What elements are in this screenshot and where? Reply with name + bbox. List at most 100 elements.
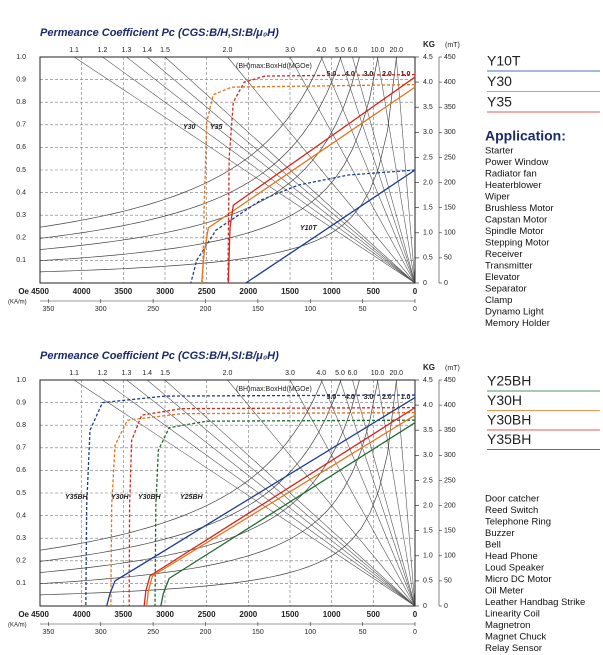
y-tick-label: 0.7 <box>16 445 26 452</box>
application-item: Loud Speaker <box>485 563 544 574</box>
y3-tick-label: 50 <box>444 255 452 262</box>
y-tick-label: 0.8 <box>16 422 26 429</box>
x2-tick-label: 150 <box>252 629 264 636</box>
x-tick-label: 2000 <box>239 287 257 296</box>
y3-tick-label: 250 <box>444 154 456 161</box>
y2-tick-label: 0 <box>423 603 427 610</box>
y2-tick-label: 0 <box>423 280 427 287</box>
permeance-line <box>289 56 416 284</box>
application-item: Micro DC Motor <box>485 574 552 585</box>
intrinsic-curve <box>110 411 416 607</box>
y2-tick-label: 3.0 <box>423 129 433 136</box>
y2-axis-label: KG <box>423 40 435 49</box>
legend-label: Y30BH <box>487 412 531 428</box>
bhmax-title: (BH)max:BoxHd(MGOe) <box>236 63 312 70</box>
x-axis-label: Oe <box>18 287 29 296</box>
bhmax-curve <box>39 379 323 551</box>
x2-tick-label: 0 <box>413 306 417 313</box>
application-item: Memory Holder <box>485 318 550 329</box>
applications-title: Application: <box>485 128 566 144</box>
y3-tick-label: 400 <box>444 79 456 86</box>
x2-tick-label: 250 <box>147 629 159 636</box>
legend-label: Y35 <box>487 94 512 110</box>
bhmax-label: 3.0 <box>364 71 374 78</box>
permeance-label: 1.1 <box>69 47 79 54</box>
x-tick-label: 1000 <box>323 287 341 296</box>
application-item: Transmitter <box>485 261 533 272</box>
x-tick-label: 2500 <box>198 610 216 619</box>
permeance-line <box>73 56 416 284</box>
bhmax-label: 5.0 <box>327 71 337 78</box>
application-item: Reed Switch <box>485 505 538 516</box>
x-tick-label: 4500 <box>31 610 49 619</box>
permeance-line <box>126 56 416 284</box>
bhmax-label: 4.0 <box>345 71 355 78</box>
permeance-label: 1.4 <box>142 47 152 54</box>
permeance-line <box>164 56 416 284</box>
application-item: Telephone Ring <box>485 517 551 528</box>
b-curve <box>143 407 416 607</box>
x-tick-label: 2500 <box>198 287 216 296</box>
permeance-label: 3.0 <box>285 47 295 54</box>
y-tick-label: 0.4 <box>16 512 26 519</box>
y-tick-label: 0.7 <box>16 122 26 129</box>
application-item: Bell <box>485 540 501 551</box>
x-tick-label: 3000 <box>156 287 174 296</box>
y2-tick-label: 1.5 <box>423 528 433 535</box>
y2-tick-label: 4.5 <box>423 54 433 61</box>
y-tick-label: 0.9 <box>16 76 26 83</box>
x-tick-label: 3000 <box>156 610 174 619</box>
y3-tick-label: 150 <box>444 528 456 535</box>
x2-tick-label: 300 <box>95 629 107 636</box>
permeance-label: 1.3 <box>122 47 132 54</box>
y-tick-label: 1.0 <box>16 54 26 61</box>
b-curve <box>146 414 416 607</box>
y3-tick-label: 350 <box>444 104 456 111</box>
y-tick-label: 1.0 <box>16 377 26 384</box>
permeance-line <box>395 56 416 284</box>
y-tick-label: 0.1 <box>16 580 26 587</box>
y2-axis-label: KG <box>423 363 435 372</box>
y2-tick-label: 1.0 <box>423 553 433 560</box>
permeance-label: 2.0 <box>223 370 233 377</box>
bhmax-label: 2.0 <box>382 394 392 401</box>
application-item: Capstan Motor <box>485 215 547 226</box>
intrinsic-curve <box>128 406 416 607</box>
y3-tick-label: 100 <box>444 553 456 560</box>
permeance-label: 10.0 <box>371 370 385 377</box>
x2-tick-label: 0 <box>413 629 417 636</box>
y-tick-label: 0.3 <box>16 535 26 542</box>
application-item: Linearity Coil <box>485 609 540 620</box>
y3-tick-label: 450 <box>444 377 456 384</box>
x2-tick-label: 200 <box>200 629 212 636</box>
y3-tick-label: 400 <box>444 402 456 409</box>
y2-tick-label: 2.5 <box>423 154 433 161</box>
y-tick-label: 0.5 <box>16 167 26 174</box>
permeance-label: 1.2 <box>98 47 108 54</box>
application-item: Power Window <box>485 157 548 168</box>
y-tick-label: 0.1 <box>16 257 26 264</box>
y3-tick-label: 0 <box>444 280 448 287</box>
y2-tick-label: 2.0 <box>423 502 433 509</box>
y2-tick-label: 3.5 <box>423 427 433 434</box>
chart-title: Permeance Coefficient Pc (CGS:B/H,SI:B/μ… <box>40 350 279 362</box>
application-item: Buzzer <box>485 528 515 539</box>
x2-tick-label: 350 <box>43 629 55 636</box>
y3-tick-label: 450 <box>444 54 456 61</box>
y3-tick-label: 0 <box>444 603 448 610</box>
x2-axis-label: (KA/m) <box>8 300 27 306</box>
application-item: Heaterblower <box>485 180 542 191</box>
bhmax-curve <box>39 56 323 228</box>
permeance-line <box>146 56 416 284</box>
application-item: Starter <box>485 146 514 157</box>
x-tick-label: 500 <box>367 610 381 619</box>
permeance-line <box>377 379 416 607</box>
y2-tick-label: 3.0 <box>423 452 433 459</box>
x2-tick-label: 350 <box>43 306 55 313</box>
bhmax-curve <box>39 56 360 250</box>
permeance-line <box>102 56 416 284</box>
y2-tick-label: 0.5 <box>423 578 433 585</box>
permeance-label: 2.0 <box>223 47 233 54</box>
